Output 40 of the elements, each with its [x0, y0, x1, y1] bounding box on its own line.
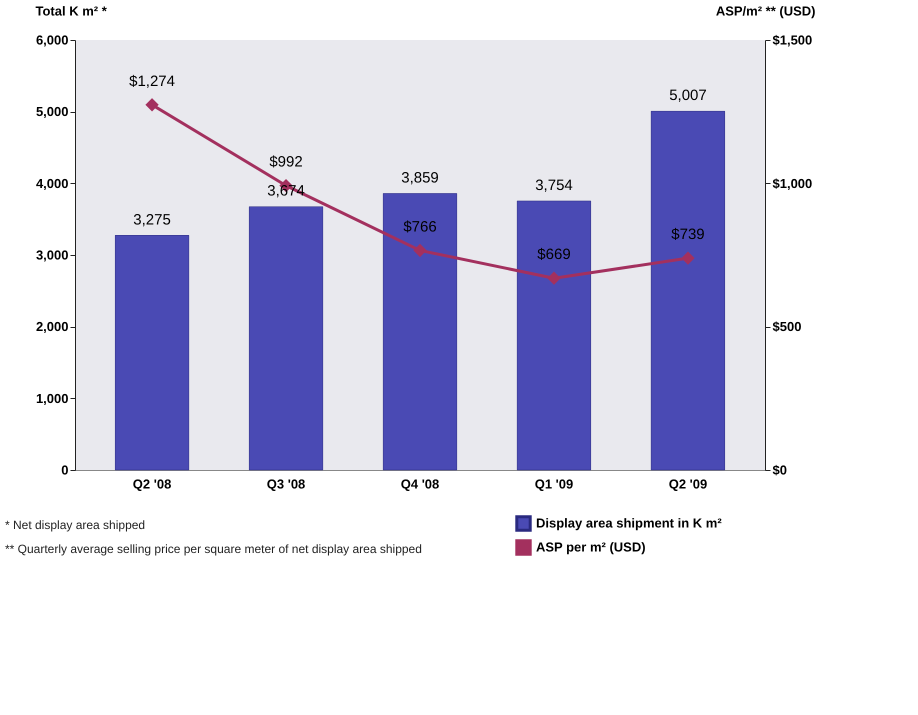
bar — [248, 206, 324, 470]
data-label: $766 — [403, 218, 437, 236]
data-label: 3,859 — [401, 169, 439, 186]
y-tick-label: 6,000 — [36, 32, 68, 48]
point — [548, 272, 560, 284]
y-tick-label: 0 — [61, 462, 68, 478]
point — [682, 252, 694, 264]
data-label: 3,275 — [133, 211, 171, 228]
y-tick-label: 5,000 — [36, 104, 68, 120]
x-tick-label: Q3 '08 — [266, 476, 306, 492]
text: * Net display area shipped — [5, 518, 146, 532]
y-axis-title: Total K m² * — [36, 4, 108, 18]
data-label: 3,754 — [535, 176, 573, 194]
y2-axis-title: ASP/m² ** (USD) — [716, 4, 816, 18]
y2-tick-label: $1,500 — [772, 32, 812, 48]
point — [146, 98, 158, 112]
bar — [516, 200, 592, 470]
y2-tick-label: $500 — [772, 319, 802, 334]
y-tick-label: 1,000 — [36, 390, 68, 406]
y-tick-label: 4,000 — [36, 176, 68, 191]
y2-tick-label: $0 — [772, 462, 787, 478]
legend-label: Display area shipment in K m² — [536, 516, 722, 530]
bar — [114, 235, 190, 470]
legend-label: ASP per m² (USD) — [536, 540, 646, 554]
data-label: $992 — [269, 154, 303, 171]
y-tick-label: 2,000 — [36, 319, 68, 334]
data-label: $739 — [671, 226, 705, 244]
bar — [650, 110, 726, 470]
x-tick-label: Q2 '08 — [132, 476, 172, 492]
y-tick-label: 3,000 — [36, 248, 68, 262]
data-label: $669 — [537, 246, 571, 264]
data-label: $1,274 — [129, 72, 175, 90]
data-label: 5,007 — [669, 87, 707, 104]
y2-tick-label: $1,000 — [772, 176, 812, 191]
bar — [382, 193, 458, 470]
x-tick-label: Q4 '08 — [400, 476, 440, 492]
point — [414, 244, 426, 257]
x-tick-label: Q2 '09 — [668, 476, 708, 492]
text: ** Quarterly average selling price per square meter of net display area shipped — [5, 542, 422, 556]
x-tick-label: Q1 '09 — [534, 476, 574, 492]
